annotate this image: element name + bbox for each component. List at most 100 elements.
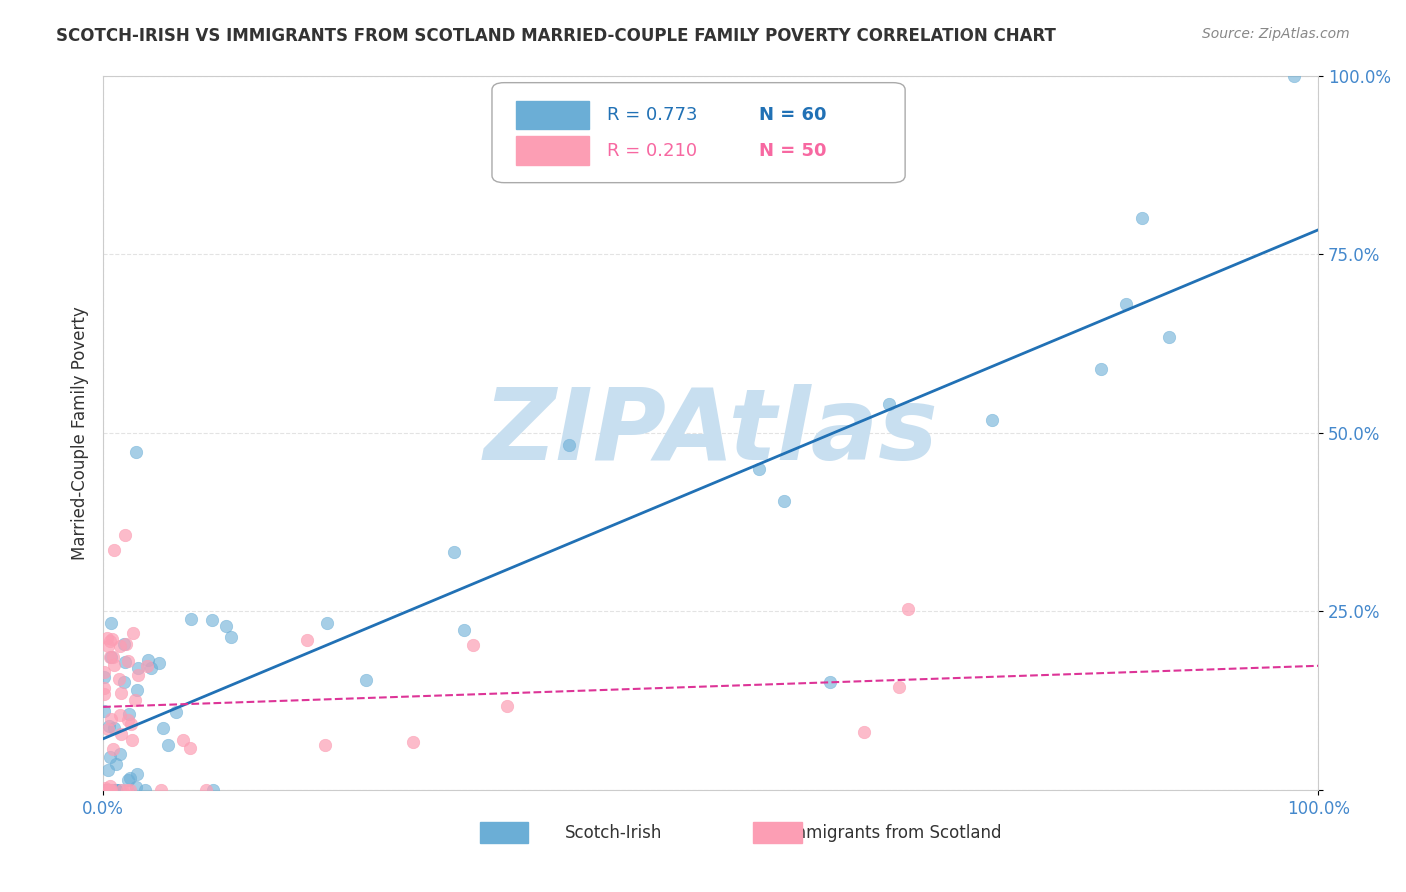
Point [558, 437, 581, 451]
Point [495, 698, 517, 713]
Point [127, 767, 149, 781]
Text: SCOTCH-IRISH VS IMMIGRANTS FROM SCOTLAND MARRIED-COUPLE FAMILY POVERTY CORRELATI: SCOTCH-IRISH VS IMMIGRANTS FROM SCOTLAND… [56, 27, 1056, 45]
Point [180, 612, 202, 626]
Point [165, 706, 187, 720]
Point [100, 782, 122, 797]
Point [877, 397, 900, 411]
Point [112, 674, 135, 689]
Point [105, 782, 128, 797]
Point [121, 733, 143, 747]
Point [98, 749, 121, 764]
Point [101, 650, 124, 665]
Text: Source: ZipAtlas.com: Source: ZipAtlas.com [1202, 27, 1350, 41]
Point [111, 782, 134, 797]
Point [117, 773, 139, 788]
Point [125, 444, 148, 458]
Point [136, 652, 159, 666]
Point [201, 782, 224, 797]
Point [887, 680, 910, 694]
Point [96, 782, 118, 797]
Point [748, 462, 770, 476]
Point [125, 780, 148, 794]
FancyBboxPatch shape [492, 83, 905, 183]
Point [110, 782, 132, 797]
Point [103, 657, 125, 672]
Text: N = 60: N = 60 [759, 106, 827, 124]
Point [115, 637, 138, 651]
Point [1115, 297, 1137, 311]
Point [120, 716, 142, 731]
Point [93, 782, 115, 797]
Point [453, 624, 475, 638]
Point [1090, 361, 1112, 376]
Point [1282, 69, 1305, 83]
Point [98, 782, 121, 797]
Point [97, 723, 120, 737]
Point [354, 673, 377, 687]
Point [108, 747, 131, 761]
Point [100, 615, 122, 630]
Text: N = 50: N = 50 [759, 142, 827, 160]
Point [108, 639, 131, 653]
Point [127, 661, 149, 675]
Point [108, 672, 131, 686]
Point [117, 713, 139, 727]
Point [98, 779, 121, 793]
Point [443, 545, 465, 559]
Point [134, 782, 156, 797]
Point [104, 782, 127, 797]
Point [100, 713, 122, 727]
Point [97, 719, 120, 733]
Point [820, 675, 842, 690]
Point [120, 771, 142, 785]
Point [93, 665, 115, 679]
Point [139, 661, 162, 675]
Point [93, 681, 115, 696]
Point [100, 649, 122, 664]
Point [100, 782, 122, 797]
Y-axis label: Married-Couple Family Poverty: Married-Couple Family Poverty [72, 306, 89, 559]
Point [98, 782, 121, 797]
Point [96, 631, 118, 645]
Point [108, 708, 131, 723]
Point [125, 683, 148, 698]
Point [215, 619, 238, 633]
Point [120, 782, 142, 797]
Point [121, 625, 143, 640]
Point [114, 528, 136, 542]
Point [127, 667, 149, 681]
Point [136, 659, 159, 673]
Point [314, 739, 336, 753]
Point [117, 782, 139, 797]
Point [97, 639, 120, 653]
Bar [516, 101, 589, 129]
Point [195, 782, 218, 797]
Point [118, 707, 141, 722]
Point [152, 721, 174, 735]
Point [148, 656, 170, 670]
Point [172, 733, 194, 747]
Point [103, 721, 125, 735]
Point [97, 764, 120, 778]
Point [98, 634, 121, 648]
Point [157, 738, 180, 752]
Point [98, 650, 121, 665]
Point [402, 735, 425, 749]
Point [114, 655, 136, 669]
Point [110, 726, 132, 740]
Point [104, 782, 127, 797]
Text: ZIPAtlas: ZIPAtlas [484, 384, 938, 481]
Point [179, 741, 201, 756]
Point [772, 493, 794, 508]
Point [1130, 211, 1153, 225]
Point [98, 782, 121, 797]
Point [93, 687, 115, 701]
Point [94, 782, 117, 797]
Text: Scotch-Irish: Scotch-Irish [565, 823, 662, 842]
Text: R = 0.210: R = 0.210 [607, 142, 697, 160]
Point [101, 782, 124, 797]
Bar [479, 822, 529, 843]
Point [853, 724, 876, 739]
Point [94, 782, 117, 797]
Point [101, 632, 124, 646]
